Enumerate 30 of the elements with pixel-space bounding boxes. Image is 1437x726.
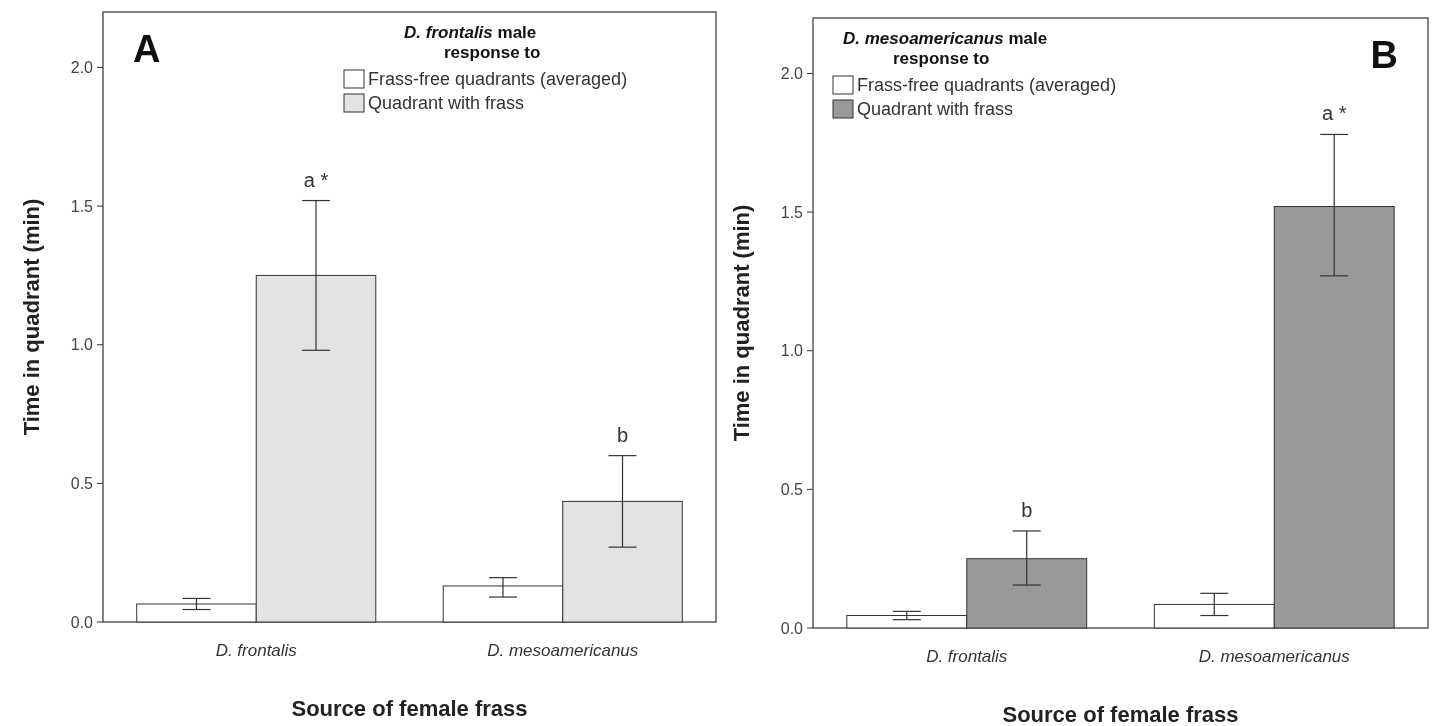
y-tick-label: 0.0 [780, 619, 804, 637]
legend-label: Quadrant with frass [368, 93, 525, 114]
legend-title: D. mesoamericanus male response to [843, 29, 1048, 68]
x-tick-label: D. frontalis [215, 641, 298, 660]
x-tick-label: D. frontalis [926, 647, 1008, 666]
x-tick-label: D. mesoamericanus [487, 641, 639, 660]
y-tick-label: 1.5 [70, 197, 94, 215]
x-tick-label: D. mesoamericanus [1198, 647, 1351, 666]
y-tick-label: 2.0 [780, 65, 804, 83]
y-tick-label: 1.5 [780, 203, 804, 221]
y-tick-label: 1.0 [780, 342, 804, 360]
y-tick-label: 0.0 [70, 613, 94, 631]
annotation: b [616, 423, 629, 446]
legend-label: Frass-free quadrants (averaged) [368, 69, 628, 90]
legend-label: Quadrant with frass [857, 99, 1014, 120]
legend-title: D. frontalis male response to [404, 23, 541, 62]
x-axis-title: Source of female frass [291, 696, 528, 721]
y-axis-title: Time in quadrant (min) [19, 198, 44, 436]
annotation: a * [303, 168, 329, 191]
y-tick-label: 0.5 [780, 480, 804, 498]
x-axis-title: Source of female frass [1002, 702, 1239, 726]
annotation: a * [1321, 102, 1347, 125]
y-tick-label: 2.0 [70, 59, 94, 77]
chart-title: B [1370, 34, 1398, 76]
legend-label: Frass-free quadrants (averaged) [857, 75, 1117, 96]
y-axis-title: Time in quadrant (min) [729, 204, 754, 442]
chart-title: A [133, 28, 161, 70]
annotation: b [1021, 498, 1033, 521]
y-tick-label: 1.0 [70, 336, 94, 354]
y-tick-label: 0.5 [70, 474, 94, 492]
